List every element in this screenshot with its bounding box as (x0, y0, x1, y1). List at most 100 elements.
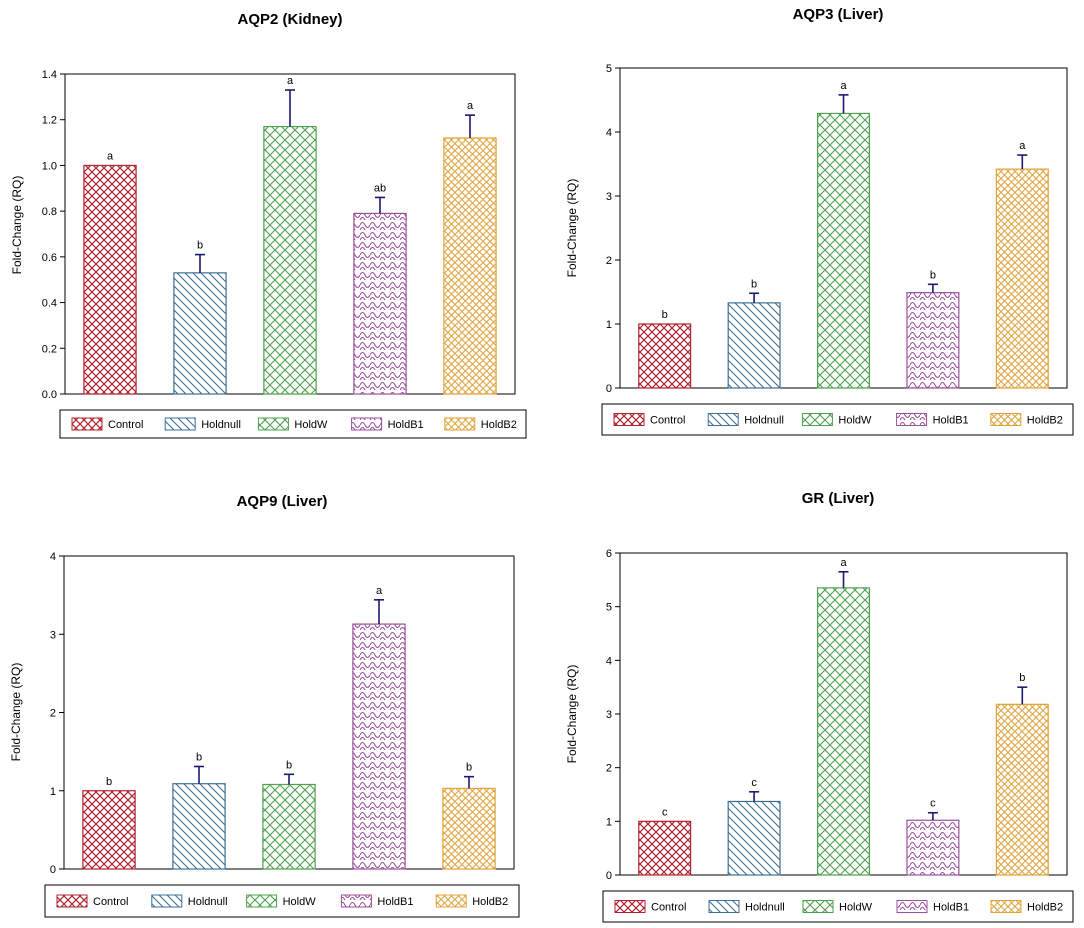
legend-label-holdnull: Holdnull (188, 896, 228, 908)
y-axis-label: Fold-Change (RQ) (9, 663, 23, 762)
legend-swatch-holdw (802, 900, 834, 913)
y-tick-label: 6 (606, 548, 612, 560)
legend-label-holdb1: HoldB1 (933, 902, 969, 914)
y-tick-label: 3 (50, 629, 56, 641)
bar-holdb1 (906, 292, 960, 389)
y-tick-label: 1.2 (42, 115, 57, 127)
legend-label-holdw: HoldW (283, 896, 317, 908)
chart-title: AQP2 (Kidney) (237, 11, 342, 28)
y-tick-label: 0.4 (42, 298, 57, 310)
legend-swatch-holdb2 (990, 413, 1022, 426)
y-tick-label: 3 (606, 191, 612, 203)
legend-label-holdb1: HoldB1 (933, 415, 969, 427)
legend-swatch-holdnull (708, 900, 740, 913)
y-axis-label: Fold-Change (RQ) (10, 176, 24, 275)
significance-label: a (376, 585, 383, 597)
legend-label-control: Control (93, 896, 128, 908)
y-tick-label: 0 (606, 870, 612, 882)
legend-label-control: Control (650, 415, 685, 427)
bar-holdnull (727, 302, 781, 389)
legend-swatch-control (71, 417, 103, 431)
y-axis-label: Fold-Change (RQ) (565, 179, 579, 278)
bar-control (638, 820, 692, 876)
significance-label: a (1019, 140, 1026, 152)
legend-label-holdb2: HoldB2 (481, 419, 517, 431)
bar-holdb2 (995, 703, 1049, 876)
y-tick-label: 0.0 (42, 389, 57, 401)
legend-label-holdb2: HoldB2 (1027, 415, 1063, 427)
significance-label: ab (374, 182, 386, 194)
bar-holdnull (172, 783, 226, 870)
bar-holdb1 (353, 212, 407, 395)
bar-holdb2 (443, 137, 497, 395)
legend-swatch-holdb2 (444, 417, 476, 431)
chart-panel-4: GR (Liver) Fold-Change (RQ) 0 1 2 3 4 5 6 c c a c b Co… (565, 490, 1074, 923)
y-tick-label: 1 (606, 816, 612, 828)
legend-swatch-holdb1 (896, 900, 928, 913)
chart-panel-3: AQP9 (Liver) Fold-Change (RQ) 0 1 2 3 4 b b b a b Co… (9, 493, 520, 918)
legend-swatch-holdw (801, 413, 833, 426)
bar-holdw (262, 783, 316, 870)
y-tick-label: 0.2 (42, 343, 57, 355)
legend-swatch-holdnull (164, 417, 196, 431)
significance-label: b (196, 751, 202, 763)
bar-holdb1 (352, 623, 406, 870)
legend-label-holdb1: HoldB1 (388, 419, 424, 431)
y-tick-label: 5 (606, 602, 612, 614)
y-tick-label: 0.6 (42, 252, 57, 264)
legend-label-holdb2: HoldB2 (1027, 902, 1063, 914)
y-tick-label: 4 (606, 127, 612, 139)
legend-label-holdb1: HoldB1 (377, 896, 413, 908)
y-tick-label: 2 (50, 708, 56, 720)
legend-swatch-holdw (246, 894, 278, 908)
y-tick-label: 1 (50, 786, 56, 798)
significance-label: a (107, 150, 114, 162)
legend-label-holdnull: Holdnull (201, 419, 241, 431)
chart-title: AQP3 (Liver) (793, 6, 884, 23)
y-tick-label: 5 (606, 63, 612, 75)
legend-swatch-holdb1 (351, 417, 383, 431)
significance-label: c (930, 798, 936, 810)
bar-holdw (816, 112, 871, 389)
bar-holdw (263, 125, 317, 395)
bar-holdnull (727, 800, 781, 876)
legend-label-holdw: HoldW (294, 419, 328, 431)
bar-holdb2 (995, 168, 1049, 389)
bar-control (83, 164, 137, 395)
y-tick-label: 0 (606, 383, 612, 395)
legend-swatch-holdb1 (340, 894, 372, 908)
legend-swatch-holdb2 (990, 900, 1022, 913)
y-tick-label: 0.8 (42, 206, 57, 218)
legend-swatch-control (613, 413, 645, 426)
legend-swatch-holdnull (707, 413, 739, 426)
y-tick-label: 2 (606, 763, 612, 775)
chart-panel-2: AQP3 (Liver) Fold-Change (RQ) 0 1 2 3 4 5 b b a b a C… (565, 6, 1074, 436)
legend-label-control: Control (651, 902, 686, 914)
legend-swatch-holdw (257, 417, 289, 431)
significance-label: b (751, 278, 757, 290)
legend-swatch-holdb1 (896, 413, 928, 426)
bar-control (82, 790, 136, 870)
bar-holdb1 (906, 819, 960, 876)
bar-holdw (816, 587, 871, 876)
significance-label: c (662, 806, 668, 818)
significance-label: b (662, 309, 668, 321)
significance-label: b (286, 759, 292, 771)
y-axis-label: Fold-Change (RQ) (565, 665, 579, 764)
y-tick-label: 3 (606, 709, 612, 721)
chart-title: GR (Liver) (802, 490, 875, 507)
y-tick-label: 1 (606, 319, 612, 331)
legend-label-control: Control (108, 419, 143, 431)
bar-control (638, 323, 692, 389)
significance-label: b (1019, 672, 1025, 684)
legend-swatch-holdnull (151, 894, 183, 908)
y-tick-label: 4 (50, 551, 56, 563)
y-tick-label: 4 (606, 655, 612, 667)
significance-label: a (467, 100, 474, 112)
legend-label-holdnull: Holdnull (744, 415, 784, 427)
significance-label: a (840, 80, 847, 92)
y-tick-label: 1.0 (42, 160, 57, 172)
legend-label-holdw: HoldW (839, 902, 873, 914)
